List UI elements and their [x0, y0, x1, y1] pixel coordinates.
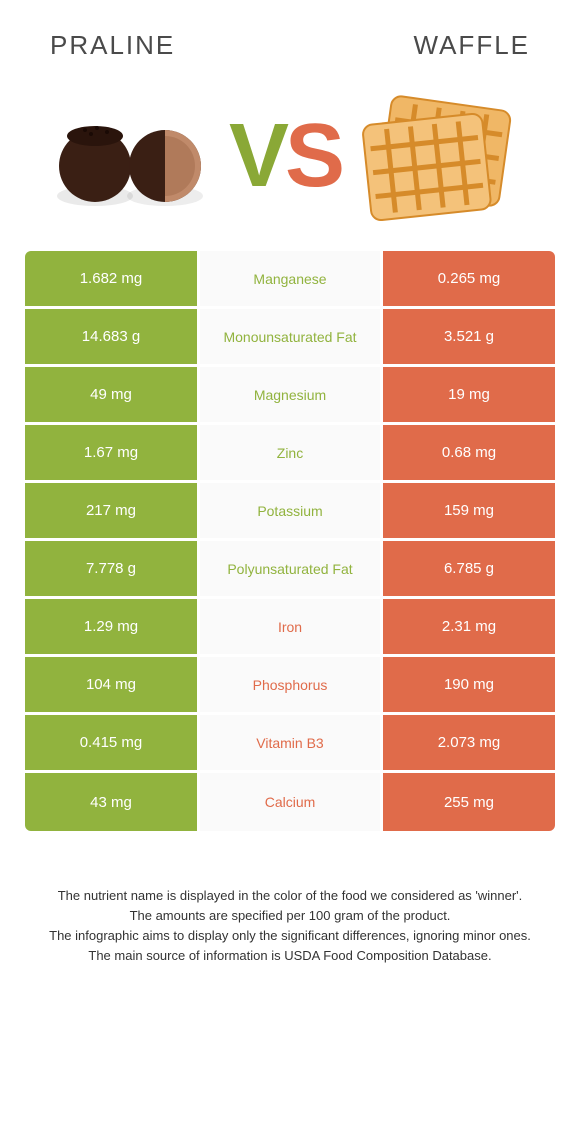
table-row: 49 mgMagnesium19 mg: [25, 367, 555, 425]
left-value-cell: 1.67 mg: [25, 425, 200, 480]
right-value-cell: 6.785 g: [380, 541, 555, 596]
left-value-cell: 1.29 mg: [25, 599, 200, 654]
table-row: 217 mgPotassium159 mg: [25, 483, 555, 541]
nutrient-name-cell: Potassium: [200, 483, 380, 538]
hero-row: VS: [0, 71, 580, 251]
left-value-cell: 14.683 g: [25, 309, 200, 364]
left-value-cell: 104 mg: [25, 657, 200, 712]
table-row: 7.778 gPolyunsaturated fat6.785 g: [25, 541, 555, 599]
nutrient-name-cell: Manganese: [200, 251, 380, 306]
footer-line: The nutrient name is displayed in the co…: [35, 886, 545, 906]
nutrient-name-cell: Zinc: [200, 425, 380, 480]
right-value-cell: 159 mg: [380, 483, 555, 538]
table-row: 43 mgCalcium255 mg: [25, 773, 555, 831]
left-value-cell: 49 mg: [25, 367, 200, 422]
table-row: 1.682 mgManganese0.265 mg: [25, 251, 555, 309]
praline-icon: [55, 96, 215, 216]
left-value-cell: 217 mg: [25, 483, 200, 538]
right-food-title: Waffle: [414, 30, 530, 61]
nutrient-table: 1.682 mgManganese0.265 mg14.683 gMonouns…: [25, 251, 555, 831]
nutrient-name-cell: Iron: [200, 599, 380, 654]
footer-notes: The nutrient name is displayed in the co…: [0, 831, 580, 967]
nutrient-name-cell: Monounsaturated fat: [200, 309, 380, 364]
vs-v: V: [229, 111, 285, 201]
footer-line: The infographic aims to display only the…: [35, 926, 545, 946]
table-row: 0.415 mgVitamin B32.073 mg: [25, 715, 555, 773]
right-value-cell: 19 mg: [380, 367, 555, 422]
footer-line: The main source of information is USDA F…: [35, 946, 545, 966]
right-value-cell: 190 mg: [380, 657, 555, 712]
table-row: 1.67 mgZinc0.68 mg: [25, 425, 555, 483]
left-value-cell: 7.778 g: [25, 541, 200, 596]
nutrient-name-cell: Polyunsaturated fat: [200, 541, 380, 596]
right-value-cell: 2.31 mg: [380, 599, 555, 654]
right-value-cell: 0.265 mg: [380, 251, 555, 306]
nutrient-name-cell: Magnesium: [200, 367, 380, 422]
nutrient-name-cell: Vitamin B3: [200, 715, 380, 770]
left-value-cell: 1.682 mg: [25, 251, 200, 306]
table-row: 14.683 gMonounsaturated fat3.521 g: [25, 309, 555, 367]
left-value-cell: 43 mg: [25, 773, 200, 831]
vs-s: S: [285, 111, 341, 201]
right-value-cell: 3.521 g: [380, 309, 555, 364]
left-food-title: Praline: [50, 30, 175, 61]
footer-line: The amounts are specified per 100 gram o…: [35, 906, 545, 926]
left-value-cell: 0.415 mg: [25, 715, 200, 770]
right-value-cell: 255 mg: [380, 773, 555, 831]
waffle-icon: [355, 91, 525, 221]
vs-label: VS: [225, 111, 345, 201]
table-row: 1.29 mgIron2.31 mg: [25, 599, 555, 657]
right-value-cell: 2.073 mg: [380, 715, 555, 770]
right-value-cell: 0.68 mg: [380, 425, 555, 480]
nutrient-name-cell: Phosphorus: [200, 657, 380, 712]
table-row: 104 mgPhosphorus190 mg: [25, 657, 555, 715]
nutrient-name-cell: Calcium: [200, 773, 380, 831]
header: Praline Waffle: [0, 0, 580, 71]
